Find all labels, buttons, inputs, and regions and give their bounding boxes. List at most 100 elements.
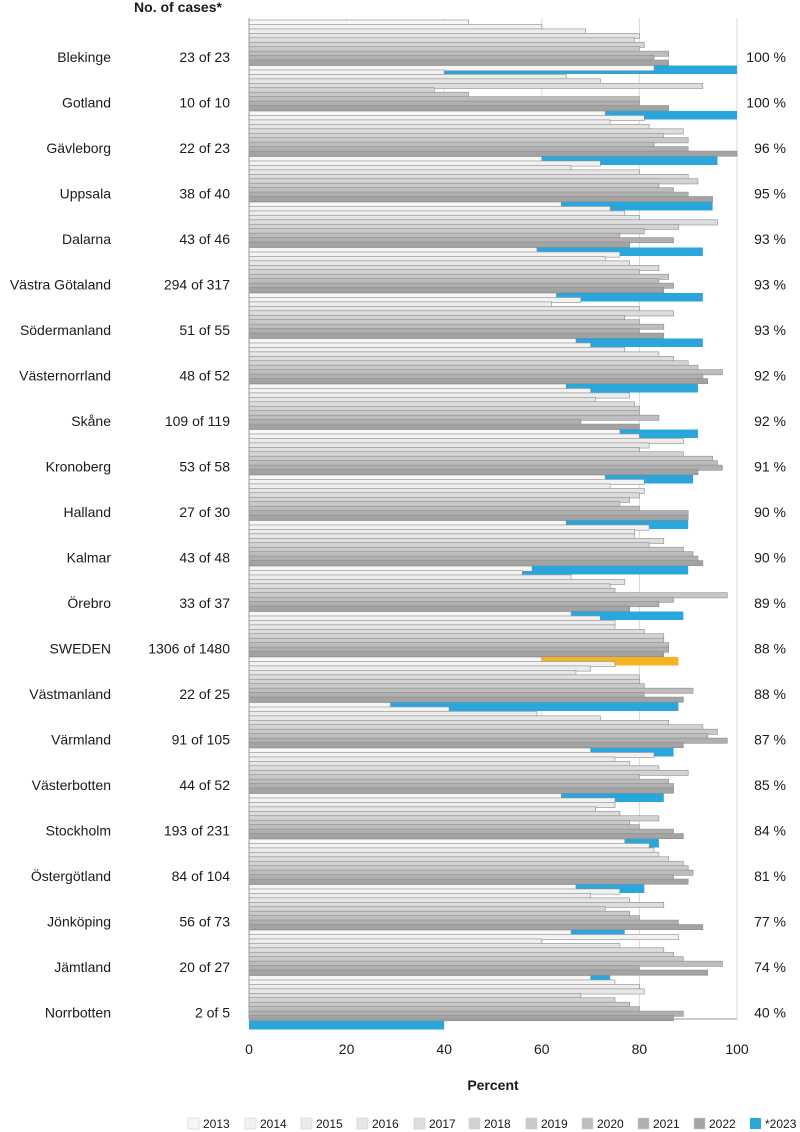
bar-kalmar-2022 xyxy=(248,560,704,567)
bar-v-sternorrland-2022 xyxy=(248,378,709,385)
bar-v-stmanland-2022 xyxy=(248,696,684,703)
x-tick-label-40: 40 xyxy=(436,1041,452,1057)
cases-label-s-dermanland: 51 of 55 xyxy=(179,322,230,338)
legend: 2013 2014 2015 2016 2017 2018 2019 2020 2021 2022… xyxy=(187,1117,797,1131)
cases-label-gotland: 10 of 10 xyxy=(179,95,230,111)
region-label-kalmar: Kalmar xyxy=(67,550,112,566)
region-label-j-nk-ping: Jönköping xyxy=(47,914,111,930)
bar-sk-ne-2022 xyxy=(248,423,640,430)
bar-blekinge-2022 xyxy=(248,59,669,66)
legend-label-2019: 2019 xyxy=(541,1117,568,1131)
bar-uppsala-2022 xyxy=(248,196,713,203)
percent-label-stockholm: 84 % xyxy=(754,823,786,839)
cases-label-dalarna: 43 of 46 xyxy=(179,231,230,247)
cases-label-v-stra-g-taland: 294 of 317 xyxy=(164,277,230,293)
percent-label-dalarna: 93 % xyxy=(754,231,786,247)
cases-label-kalmar: 43 of 48 xyxy=(179,550,230,566)
region-label-halland: Halland xyxy=(64,504,111,520)
legend-swatch-2021 xyxy=(637,1117,650,1130)
percent-label-v-stra-g-taland: 93 % xyxy=(754,277,786,293)
bar-norrbotten-2023 xyxy=(249,1021,445,1030)
percent-label-uppsala: 95 % xyxy=(754,186,786,202)
cases-label-blekinge: 23 of 23 xyxy=(179,49,230,65)
legend-swatch-2023 xyxy=(750,1118,761,1129)
bar-norrbotten-2022 xyxy=(248,1015,674,1022)
region-label--sterg-tland: Östergötland xyxy=(31,867,111,884)
cases-label-j-mtland: 20 of 27 xyxy=(179,959,230,975)
percent-label-v-rmland: 87 % xyxy=(754,732,786,748)
percent-label--sterg-tland: 81 % xyxy=(754,868,786,884)
x-tick-label-80: 80 xyxy=(632,1041,648,1057)
legend-label-2020: 2020 xyxy=(597,1117,624,1131)
x-tick-label-20: 20 xyxy=(339,1041,355,1057)
cases-label-v-stmanland: 22 of 25 xyxy=(179,686,230,702)
percent-label-sk-ne: 92 % xyxy=(754,413,786,429)
x-tick-label-100: 100 xyxy=(725,1041,749,1057)
region-label-uppsala: Uppsala xyxy=(60,186,112,202)
cases-label-sk-ne: 109 of 119 xyxy=(165,413,230,429)
region-label-blekinge: Blekinge xyxy=(57,49,111,65)
percent-label-halland: 90 % xyxy=(754,504,786,520)
region-label--rebro: Örebro xyxy=(67,594,111,611)
cases-label-j-nk-ping: 56 of 73 xyxy=(179,914,230,930)
x-tick-label-0: 0 xyxy=(245,1041,253,1057)
legend-swatch-2019 xyxy=(525,1117,538,1130)
cases-label--sterg-tland: 84 of 104 xyxy=(172,868,231,884)
region-label-stockholm: Stockholm xyxy=(46,823,111,839)
region-label-g-vleborg: Gävleborg xyxy=(46,140,111,156)
region-label-v-stmanland: Västmanland xyxy=(29,686,111,702)
legend-label-2014: 2014 xyxy=(260,1117,287,1131)
percent-label--rebro: 89 % xyxy=(754,595,786,611)
region-label-s-dermanland: Södermanland xyxy=(20,322,111,338)
legend-label-2022: 2022 xyxy=(709,1117,736,1131)
bar-halland-2022 xyxy=(248,514,689,521)
cases-label-g-vleborg: 22 of 23 xyxy=(179,140,230,156)
legend-swatch-2017 xyxy=(413,1117,426,1130)
region-label-kronoberg: Kronoberg xyxy=(46,459,111,475)
legend-swatch-2013 xyxy=(187,1117,200,1130)
x-axis-label: Percent xyxy=(467,1077,519,1093)
cases-label-v-sternorrland: 48 of 52 xyxy=(179,368,230,384)
x-axis: 0 20 40 60 80 100 xyxy=(245,18,749,1057)
percent-label-v-stmanland: 88 % xyxy=(754,686,786,702)
region-label-v-sterbotten: Västerbotten xyxy=(32,777,111,793)
region-label-v-rmland: Värmland xyxy=(51,732,111,748)
region-label-gotland: Gotland xyxy=(62,95,111,111)
cases-label--rebro: 33 of 37 xyxy=(179,595,230,611)
legend-swatch-2020 xyxy=(581,1117,594,1130)
percent-label-kalmar: 90 % xyxy=(754,550,786,566)
cases-label-halland: 27 of 30 xyxy=(179,504,230,520)
bar-sweden-2022 xyxy=(248,651,665,658)
percent-label-j-mtland: 74 % xyxy=(754,959,786,975)
row-labels: Blekinge 23 of 23 100 % Gotland 10 of 10 100 … xyxy=(10,49,786,1021)
cases-column-header: No. of cases* xyxy=(134,0,222,15)
percent-label-g-vleborg: 96 % xyxy=(754,140,786,156)
cases-label-v-sterbotten: 44 of 52 xyxy=(179,777,230,793)
region-label-j-mtland: Jämtland xyxy=(54,959,111,975)
bars xyxy=(248,19,738,1030)
legend-label-2021: 2021 xyxy=(653,1117,680,1131)
region-label-sweden: SWEDEN xyxy=(50,641,111,657)
cases-label-stockholm: 193 of 231 xyxy=(164,823,230,839)
legend-label-2018: 2018 xyxy=(484,1117,511,1131)
region-label-v-sternorrland: Västernorrland xyxy=(19,368,111,384)
percent-label-gotland: 100 % xyxy=(746,95,786,111)
cases-label-norrbotten: 2 of 5 xyxy=(195,1005,230,1021)
percent-label-v-sterbotten: 85 % xyxy=(754,777,786,793)
region-label-sk-ne: Skåne xyxy=(71,413,111,429)
legend-swatch-2018 xyxy=(468,1117,481,1130)
percent-label-blekinge: 100 % xyxy=(746,49,786,65)
bar-kronoberg-2022 xyxy=(248,469,699,476)
percent-label-s-dermanland: 93 % xyxy=(754,322,786,338)
bar-gotland-2022 xyxy=(248,105,669,112)
legend-label-2023: *2023 xyxy=(765,1117,797,1131)
legend-label-2015: 2015 xyxy=(316,1117,343,1131)
percent-label-v-sternorrland: 92 % xyxy=(754,368,786,384)
legend-swatch-2014 xyxy=(244,1117,257,1130)
percent-label-j-nk-ping: 77 % xyxy=(754,914,786,930)
bar-v-stmanland-2023 xyxy=(249,702,679,711)
region-label-dalarna: Dalarna xyxy=(62,231,111,247)
region-label-v-stra-g-taland: Västra Götaland xyxy=(10,277,111,293)
bar-dalarna-2022 xyxy=(248,241,630,248)
